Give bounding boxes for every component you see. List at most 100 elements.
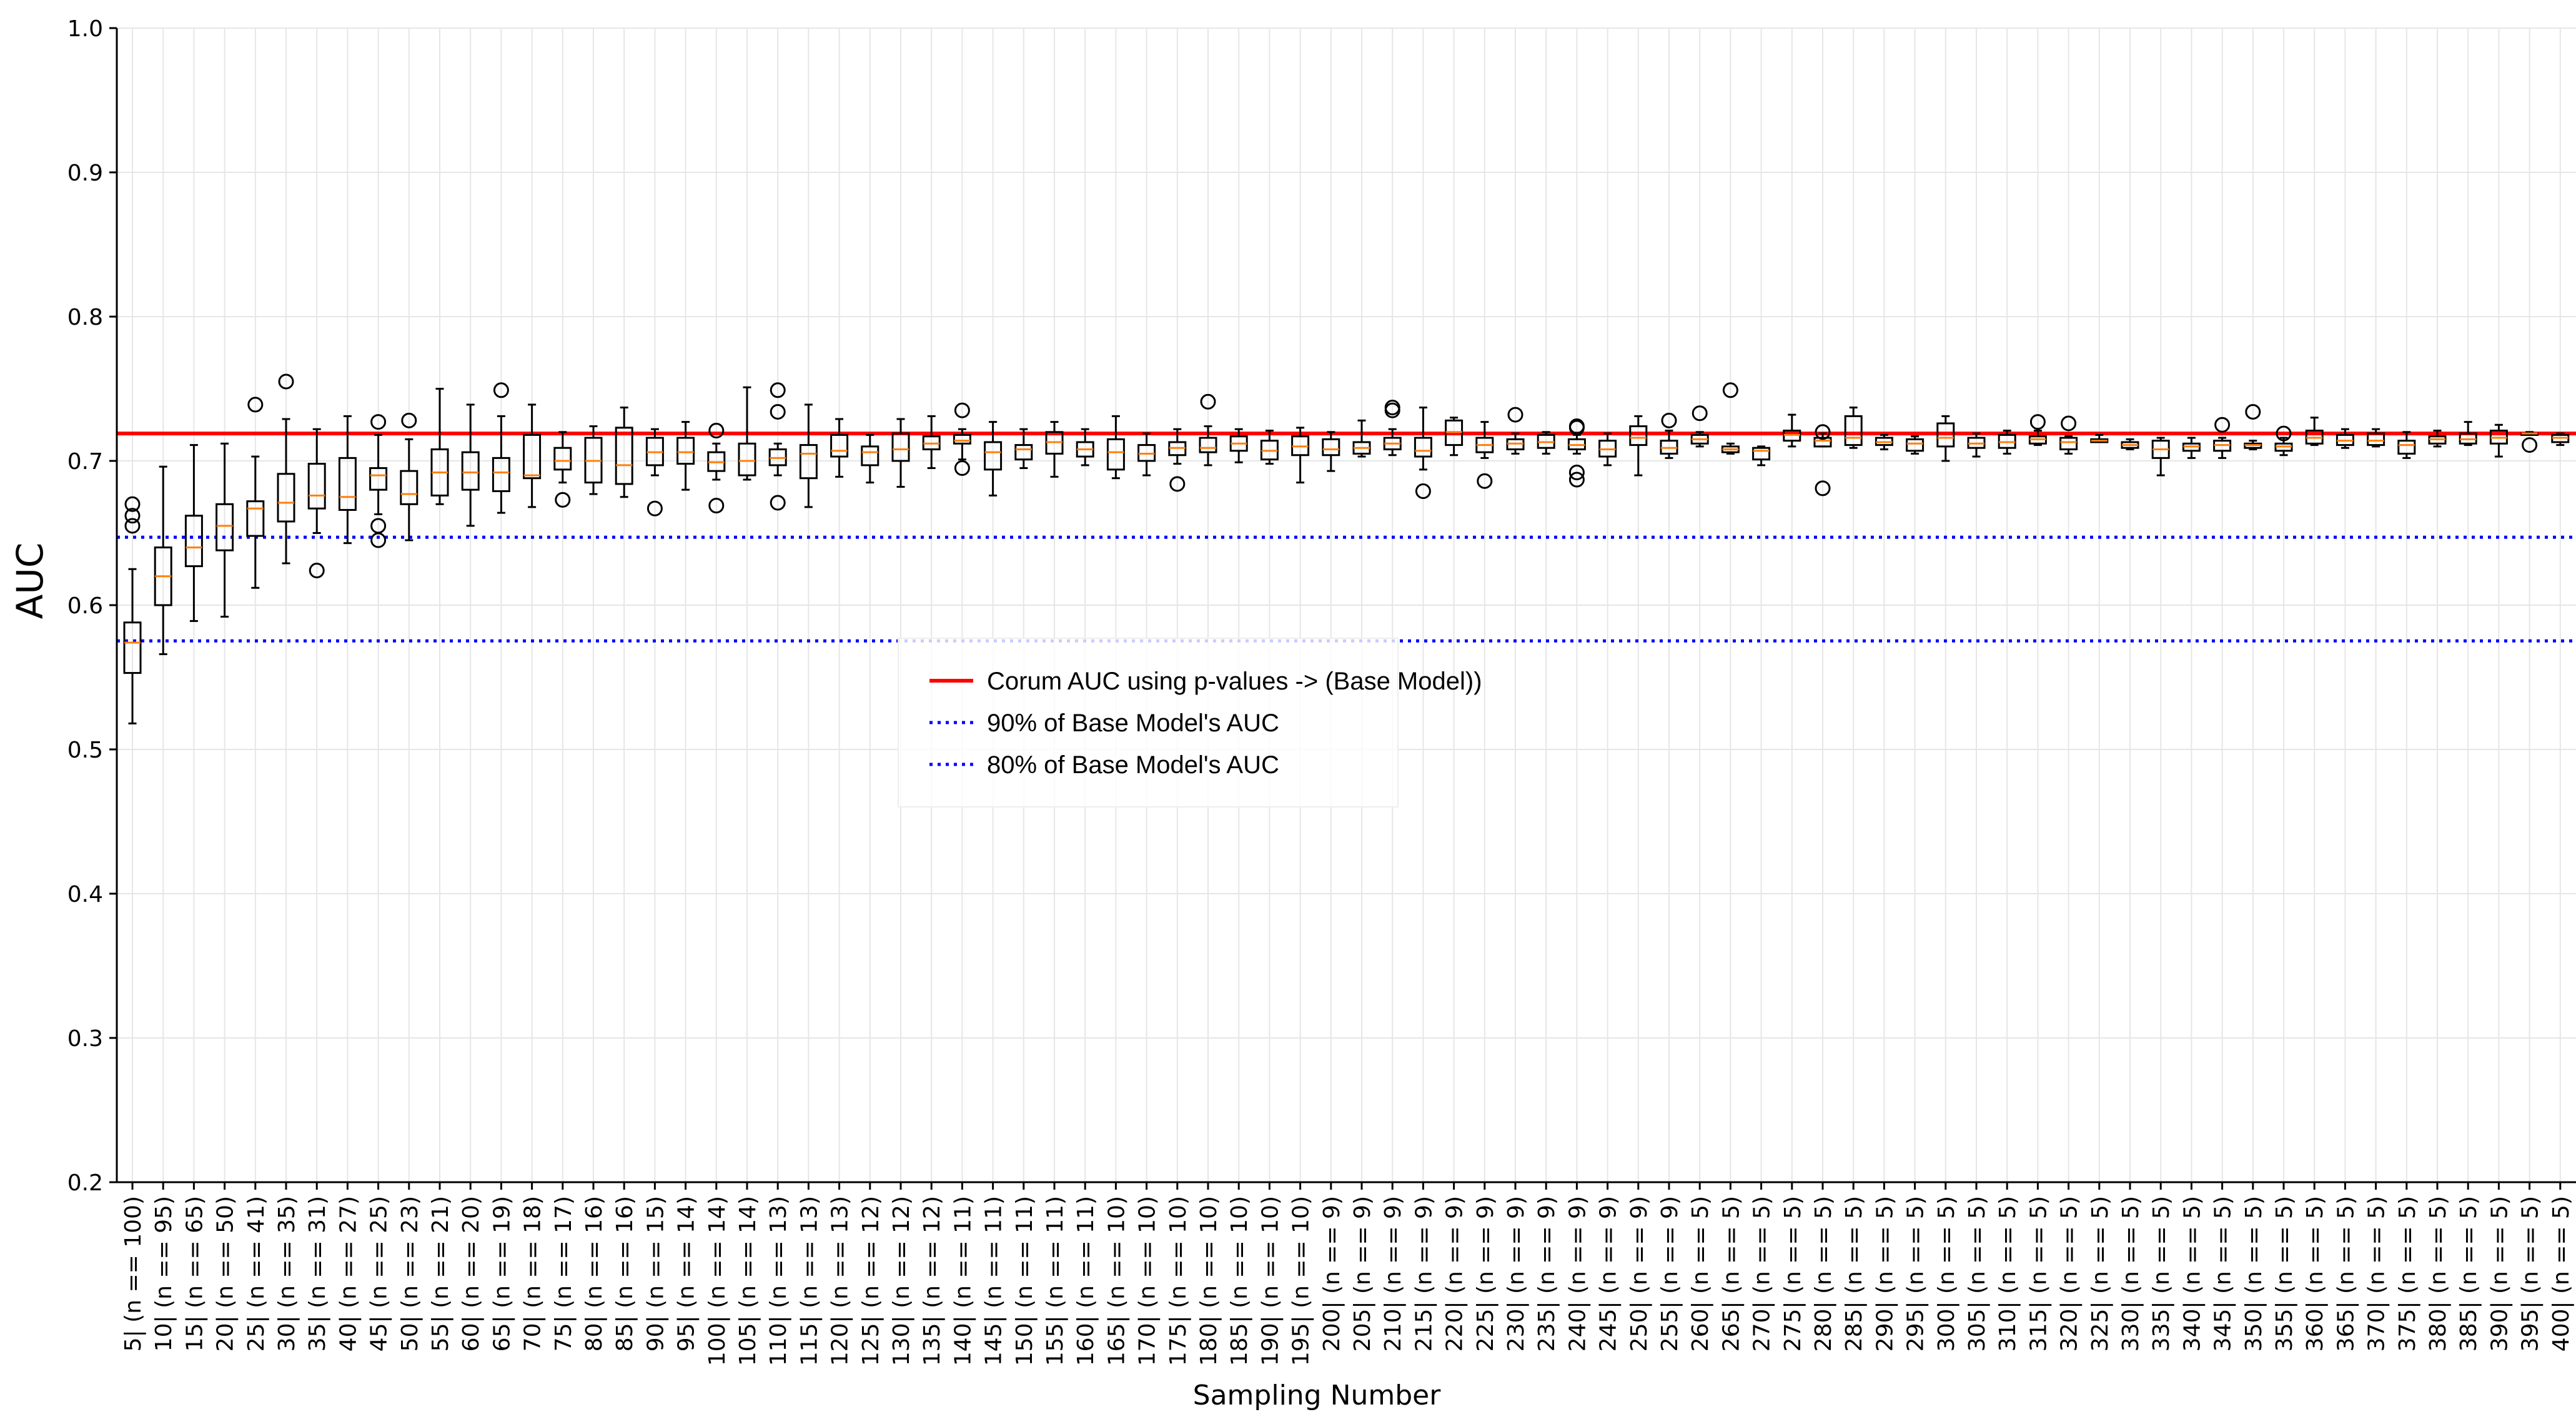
box-iqr bbox=[738, 442, 756, 476]
box-plot bbox=[1045, 421, 1064, 478]
box-iqr bbox=[2397, 440, 2416, 455]
x-ticks: 5| (n == 100) 10| (n == 95) 15| (n == 65) 2… bbox=[121, 1182, 2574, 1366]
box-iqr bbox=[1936, 422, 1955, 448]
x-tick-label: 240| (n == 9) bbox=[1565, 1196, 1590, 1351]
y-tick-label: 0.7 bbox=[67, 449, 103, 475]
box-plot bbox=[1598, 432, 1617, 467]
outlier-point bbox=[2245, 403, 2261, 420]
x-tick-label: 110| (n == 13) bbox=[766, 1196, 791, 1366]
box-iqr bbox=[953, 433, 971, 445]
box-plot bbox=[307, 428, 326, 579]
x-tick-label: 165| (n == 10) bbox=[1104, 1196, 1129, 1366]
legend-label-90pct: 90% of Base Model's AUC bbox=[987, 709, 1279, 737]
box-iqr bbox=[1906, 438, 1925, 452]
box-iqr bbox=[1844, 415, 1863, 447]
outlier-point bbox=[1415, 483, 1431, 500]
x-tick-label: 45| (n == 25) bbox=[367, 1196, 392, 1351]
x-tick-label: 15| (n == 65) bbox=[182, 1196, 207, 1351]
box-plot bbox=[154, 465, 172, 656]
x-tick-label: 380| (n == 5) bbox=[2425, 1196, 2451, 1351]
box-plot bbox=[277, 373, 295, 565]
y-tick-label: 1.0 bbox=[67, 16, 103, 42]
box-iqr bbox=[891, 432, 910, 462]
box-plot bbox=[523, 403, 542, 508]
x-tick-label: 215| (n == 9) bbox=[1411, 1196, 1437, 1351]
box-plot bbox=[1567, 418, 1586, 488]
x-tick-label: 195| (n == 10) bbox=[1289, 1196, 1314, 1366]
outlier-point bbox=[1815, 480, 1831, 496]
box-plot bbox=[461, 403, 480, 527]
box-plot bbox=[400, 412, 419, 541]
outlier-point bbox=[2276, 425, 2292, 442]
outlier-point bbox=[646, 500, 663, 516]
x-tick-label: 105| (n == 14) bbox=[735, 1196, 761, 1366]
box-plot bbox=[953, 402, 971, 476]
box-iqr bbox=[1199, 437, 1217, 453]
y-tick-label: 0.6 bbox=[67, 593, 103, 619]
x-tick-label: 280| (n == 5) bbox=[1811, 1196, 1836, 1351]
grid-lines bbox=[117, 27, 2576, 1183]
x-tick-label: 235| (n == 9) bbox=[1534, 1196, 1560, 1351]
outlier-point bbox=[247, 397, 264, 413]
x-tick-label: 385| (n == 5) bbox=[2456, 1196, 2482, 1351]
outlier-point bbox=[1568, 472, 1585, 488]
x-tick-label: 155| (n == 11) bbox=[1043, 1196, 1068, 1366]
box-iqr bbox=[2367, 432, 2385, 447]
box-plot bbox=[1322, 431, 1340, 472]
box-plot bbox=[430, 388, 449, 505]
x-tick-label: 190| (n == 10) bbox=[1257, 1196, 1283, 1366]
x-tick-label: 375| (n == 5) bbox=[2395, 1196, 2420, 1351]
x-tick-label: 345| (n == 5) bbox=[2211, 1196, 2236, 1351]
box-plot bbox=[984, 421, 1003, 496]
box-plot bbox=[2182, 437, 2201, 459]
x-tick-label: 20| (n == 50) bbox=[213, 1196, 239, 1351]
box-iqr bbox=[369, 467, 388, 491]
x-tick-label: 210| (n == 9) bbox=[1380, 1196, 1406, 1351]
outlier-point bbox=[1384, 400, 1400, 416]
box-plot bbox=[2121, 438, 2139, 451]
box-iqr bbox=[400, 470, 419, 505]
box-plot bbox=[1629, 415, 1648, 476]
x-tick-label: 230| (n == 9) bbox=[1503, 1196, 1529, 1351]
box-plot bbox=[1875, 433, 1893, 451]
x-tick-label: 340| (n == 5) bbox=[2179, 1196, 2205, 1351]
x-tick-label: 5| (n == 100) bbox=[121, 1196, 146, 1351]
outlier-point bbox=[954, 460, 970, 476]
x-tick-label: 370| (n == 5) bbox=[2364, 1196, 2390, 1351]
x-tick-label: 160| (n == 11) bbox=[1073, 1196, 1099, 1366]
outlier-point bbox=[2029, 414, 2046, 430]
x-tick-label: 355| (n == 5) bbox=[2272, 1196, 2297, 1351]
box-plot bbox=[2520, 431, 2539, 453]
outlier-point bbox=[770, 382, 786, 398]
outlier-point bbox=[708, 498, 725, 514]
box-plot bbox=[1445, 417, 1464, 457]
box-plot bbox=[922, 415, 941, 470]
box-plot bbox=[1199, 393, 1217, 467]
x-tick-label: 270| (n == 5) bbox=[1750, 1196, 1775, 1351]
x-tick-label: 150| (n == 11) bbox=[1012, 1196, 1038, 1366]
reference-lines bbox=[117, 432, 2576, 643]
box-plot bbox=[584, 425, 603, 495]
outlier-point bbox=[1169, 476, 1186, 492]
box-plot bbox=[2336, 428, 2354, 449]
x-tick-label: 285| (n == 5) bbox=[1841, 1196, 1867, 1351]
box-plot bbox=[1998, 429, 2016, 455]
legend-label-base-model: Corum AUC using p-values -> (Base Model)… bbox=[987, 668, 1482, 695]
box-plot bbox=[1414, 407, 1432, 500]
box-plot bbox=[2213, 417, 2232, 459]
box-iqr bbox=[523, 433, 542, 480]
x-tick-label: 260| (n == 5) bbox=[1688, 1196, 1713, 1351]
outlier-point bbox=[493, 382, 509, 398]
outlier-point bbox=[1568, 464, 1585, 480]
box-plot bbox=[830, 418, 849, 478]
box-plot bbox=[1906, 435, 1925, 455]
outlier-point bbox=[370, 414, 387, 430]
x-tick-label: 320| (n == 5) bbox=[2057, 1196, 2083, 1351]
legend: Corum AUC using p-values -> (Base Model)… bbox=[898, 638, 1482, 807]
box-plot bbox=[2367, 428, 2385, 448]
box-plot bbox=[2397, 431, 2416, 459]
x-tick-label: 365| (n == 5) bbox=[2333, 1196, 2359, 1351]
box-plot bbox=[1660, 412, 1678, 459]
x-tick-label: 55| (n == 21) bbox=[428, 1196, 453, 1351]
box-plot bbox=[1475, 421, 1494, 489]
